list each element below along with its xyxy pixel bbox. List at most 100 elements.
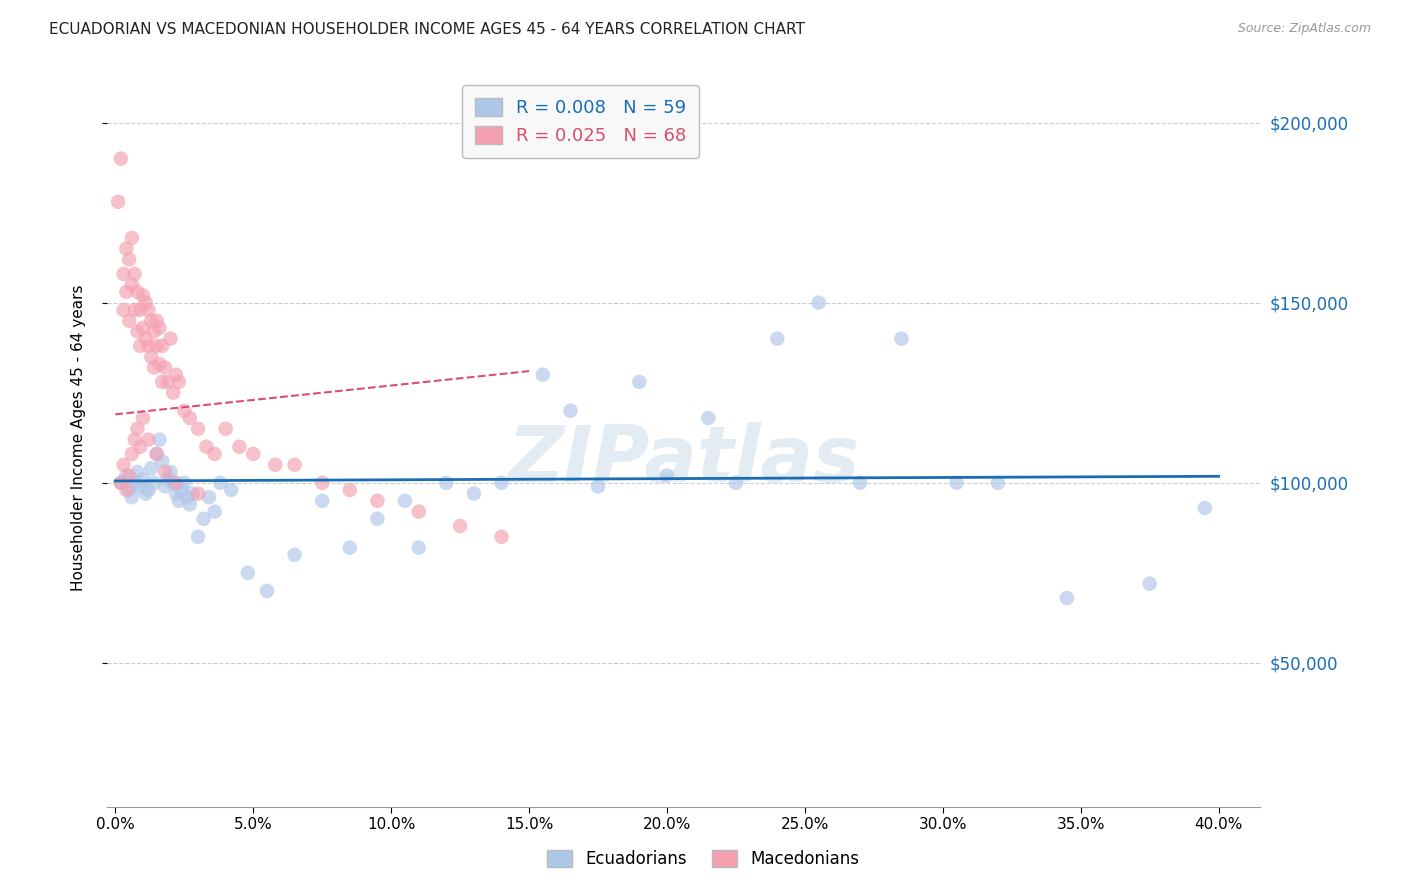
Point	[165, 475, 187, 490]
Text: ZIPatlas: ZIPatlas	[508, 422, 859, 498]
Point	[173, 475, 195, 490]
Point	[628, 375, 651, 389]
Point	[150, 339, 173, 353]
Point	[132, 288, 155, 302]
Point	[115, 285, 138, 299]
Point	[366, 512, 388, 526]
Point	[107, 194, 129, 209]
Point	[162, 385, 184, 400]
Point	[118, 468, 141, 483]
Point	[150, 375, 173, 389]
Point	[118, 314, 141, 328]
Point	[141, 350, 163, 364]
Point	[132, 472, 155, 486]
Point	[129, 479, 152, 493]
Point	[110, 152, 132, 166]
Point	[121, 490, 143, 504]
Point	[408, 541, 430, 555]
Point	[143, 325, 166, 339]
Y-axis label: Householder Income Ages 45 - 64 years: Householder Income Ages 45 - 64 years	[72, 285, 86, 591]
Point	[138, 302, 160, 317]
Point	[141, 314, 163, 328]
Text: Source: ZipAtlas.com: Source: ZipAtlas.com	[1237, 22, 1371, 36]
Point	[179, 497, 201, 511]
Point	[284, 548, 307, 562]
Point	[284, 458, 307, 472]
Point	[159, 332, 181, 346]
Point	[807, 295, 830, 310]
Point	[167, 493, 190, 508]
Point	[112, 267, 135, 281]
Point	[408, 505, 430, 519]
Point	[242, 447, 264, 461]
Point	[143, 475, 166, 490]
Point	[165, 486, 187, 500]
Point	[181, 486, 204, 500]
Point	[849, 475, 872, 490]
Point	[127, 465, 149, 479]
Point	[124, 433, 146, 447]
Point	[150, 454, 173, 468]
Point	[138, 483, 160, 497]
Point	[159, 465, 181, 479]
Point	[165, 368, 187, 382]
Point	[170, 483, 193, 497]
Point	[987, 475, 1010, 490]
Point	[135, 486, 157, 500]
Point	[138, 339, 160, 353]
Point	[1056, 591, 1078, 605]
Point	[156, 375, 179, 389]
Point	[110, 475, 132, 490]
Point	[132, 411, 155, 425]
Point	[153, 360, 176, 375]
Legend: Ecuadorians, Macedonians: Ecuadorians, Macedonians	[540, 843, 866, 875]
Point	[697, 411, 720, 425]
Point	[339, 541, 361, 555]
Point	[204, 447, 226, 461]
Point	[491, 475, 513, 490]
Point	[145, 339, 167, 353]
Point	[209, 475, 232, 490]
Point	[394, 493, 416, 508]
Point	[195, 440, 218, 454]
Point	[148, 433, 170, 447]
Point	[124, 267, 146, 281]
Point	[115, 483, 138, 497]
Point	[187, 422, 209, 436]
Point	[890, 332, 912, 346]
Point	[115, 242, 138, 256]
Point	[198, 490, 221, 504]
Point	[311, 493, 333, 508]
Point	[118, 252, 141, 267]
Point	[434, 475, 457, 490]
Point	[141, 461, 163, 475]
Point	[145, 314, 167, 328]
Point	[156, 472, 179, 486]
Point	[135, 332, 157, 346]
Point	[153, 479, 176, 493]
Text: ECUADORIAN VS MACEDONIAN HOUSEHOLDER INCOME AGES 45 - 64 YEARS CORRELATION CHART: ECUADORIAN VS MACEDONIAN HOUSEHOLDER INC…	[49, 22, 806, 37]
Point	[124, 302, 146, 317]
Point	[148, 321, 170, 335]
Point	[145, 447, 167, 461]
Point	[724, 475, 747, 490]
Point	[124, 475, 146, 490]
Point	[256, 583, 278, 598]
Point	[127, 422, 149, 436]
Point	[173, 403, 195, 417]
Point	[193, 512, 215, 526]
Point	[1139, 576, 1161, 591]
Point	[945, 475, 967, 490]
Point	[162, 475, 184, 490]
Point	[121, 277, 143, 292]
Point	[339, 483, 361, 497]
Point	[187, 486, 209, 500]
Point	[110, 475, 132, 490]
Point	[1194, 501, 1216, 516]
Point	[132, 321, 155, 335]
Point	[219, 483, 242, 497]
Point	[228, 440, 250, 454]
Point	[167, 375, 190, 389]
Point	[129, 302, 152, 317]
Point	[366, 493, 388, 508]
